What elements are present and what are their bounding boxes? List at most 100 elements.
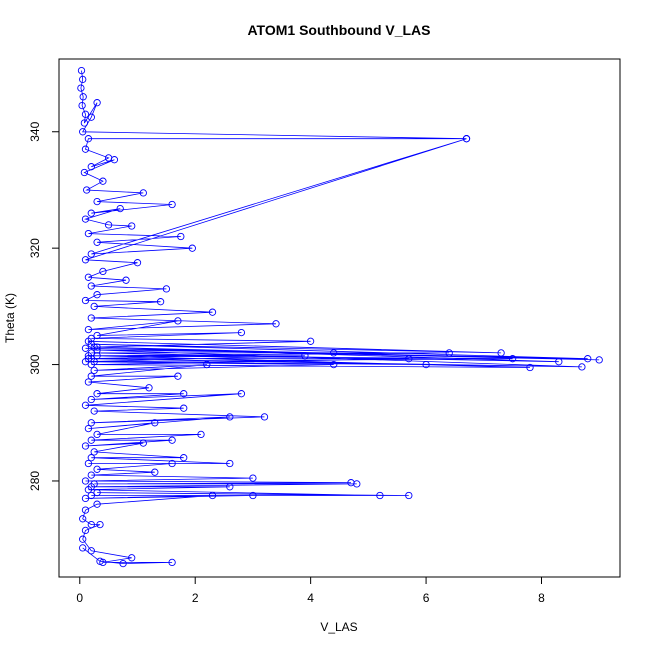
data-point xyxy=(249,491,257,500)
data-point xyxy=(445,349,453,357)
data-point xyxy=(508,355,517,363)
data-point xyxy=(96,520,104,529)
data-point xyxy=(87,355,95,363)
data-point xyxy=(90,302,98,311)
data-point xyxy=(133,259,142,267)
data-point xyxy=(180,390,188,398)
data-point xyxy=(595,356,603,364)
data-point xyxy=(151,468,159,476)
data-point xyxy=(79,544,87,552)
data-point xyxy=(81,296,90,305)
data-point xyxy=(87,360,95,369)
data-point xyxy=(90,366,98,375)
data-point xyxy=(208,308,217,316)
data-point xyxy=(301,352,309,360)
data-point xyxy=(116,204,124,213)
data-point xyxy=(174,372,182,380)
data-point xyxy=(81,494,90,503)
data-point xyxy=(260,413,269,421)
data-point xyxy=(84,378,93,386)
data-point xyxy=(81,506,90,514)
data-point xyxy=(208,491,217,500)
data-point xyxy=(405,355,413,363)
x-axis-label: V_LAS xyxy=(320,620,357,634)
data-point xyxy=(139,189,147,197)
data-point xyxy=(79,515,87,523)
data-point xyxy=(226,459,234,468)
data-point xyxy=(203,360,211,369)
data-point xyxy=(110,156,119,164)
data-point xyxy=(79,128,87,136)
data-point xyxy=(81,110,90,118)
data-point xyxy=(197,430,205,439)
data-point xyxy=(237,390,246,398)
data-point xyxy=(87,250,95,258)
data-point xyxy=(84,486,93,494)
plot-area xyxy=(77,66,603,568)
data-point xyxy=(93,197,101,206)
data-point xyxy=(90,407,98,415)
data-point xyxy=(87,491,95,500)
data-point xyxy=(555,358,563,366)
y-tick-label: 340 xyxy=(28,121,42,141)
data-point xyxy=(353,480,361,488)
data-point xyxy=(87,436,95,444)
data-point xyxy=(79,75,87,84)
data-point xyxy=(93,500,101,508)
data-point xyxy=(84,135,93,143)
data-point xyxy=(84,229,93,238)
data-point xyxy=(174,317,182,325)
data-point xyxy=(84,273,93,281)
data-point xyxy=(78,101,86,110)
data-point xyxy=(79,93,87,101)
x-tick-label: 4 xyxy=(307,591,314,605)
data-point xyxy=(526,363,534,372)
data-point xyxy=(83,186,91,194)
data-point xyxy=(405,491,413,500)
data-point xyxy=(79,535,87,543)
data-point xyxy=(81,344,90,352)
data-point xyxy=(87,520,95,529)
data-point xyxy=(376,491,384,500)
data-point xyxy=(119,559,127,568)
data-point xyxy=(81,526,90,535)
data-point xyxy=(497,349,505,357)
data-point xyxy=(578,363,586,371)
x-axis: 0 2 4 6 8 xyxy=(76,576,545,605)
chart-title: ATOM1 Southbound V_LAS xyxy=(247,22,430,38)
data-point xyxy=(81,215,90,223)
data-point xyxy=(180,404,188,412)
data-point xyxy=(81,442,90,450)
data-point xyxy=(81,358,90,366)
data-point xyxy=(84,424,93,433)
data-point xyxy=(81,256,90,264)
data-point xyxy=(87,372,95,380)
data-point xyxy=(90,448,98,456)
data-point xyxy=(87,547,95,555)
data-point xyxy=(87,395,95,404)
x-tick-label: 8 xyxy=(538,591,545,605)
data-point xyxy=(93,346,101,354)
data-point xyxy=(99,267,107,276)
x-tick-label: 0 xyxy=(76,591,83,605)
data-point xyxy=(330,360,338,369)
data-point xyxy=(330,349,338,357)
data-point xyxy=(87,314,95,322)
data-point xyxy=(168,200,176,209)
data-point xyxy=(87,419,95,427)
series-line xyxy=(80,70,600,565)
data-point xyxy=(180,454,188,462)
data-point xyxy=(81,401,90,409)
data-point xyxy=(139,439,147,447)
data-point xyxy=(93,291,101,299)
data-point xyxy=(87,454,95,462)
data-point xyxy=(87,340,95,348)
y-axis: 280 300 320 340 xyxy=(28,121,60,491)
y-tick-label: 280 xyxy=(28,471,42,491)
y-axis-label: Theta (K) xyxy=(3,293,17,343)
data-point xyxy=(93,465,101,473)
data-point xyxy=(77,84,85,92)
data-point xyxy=(84,325,93,334)
data-point xyxy=(87,282,95,290)
